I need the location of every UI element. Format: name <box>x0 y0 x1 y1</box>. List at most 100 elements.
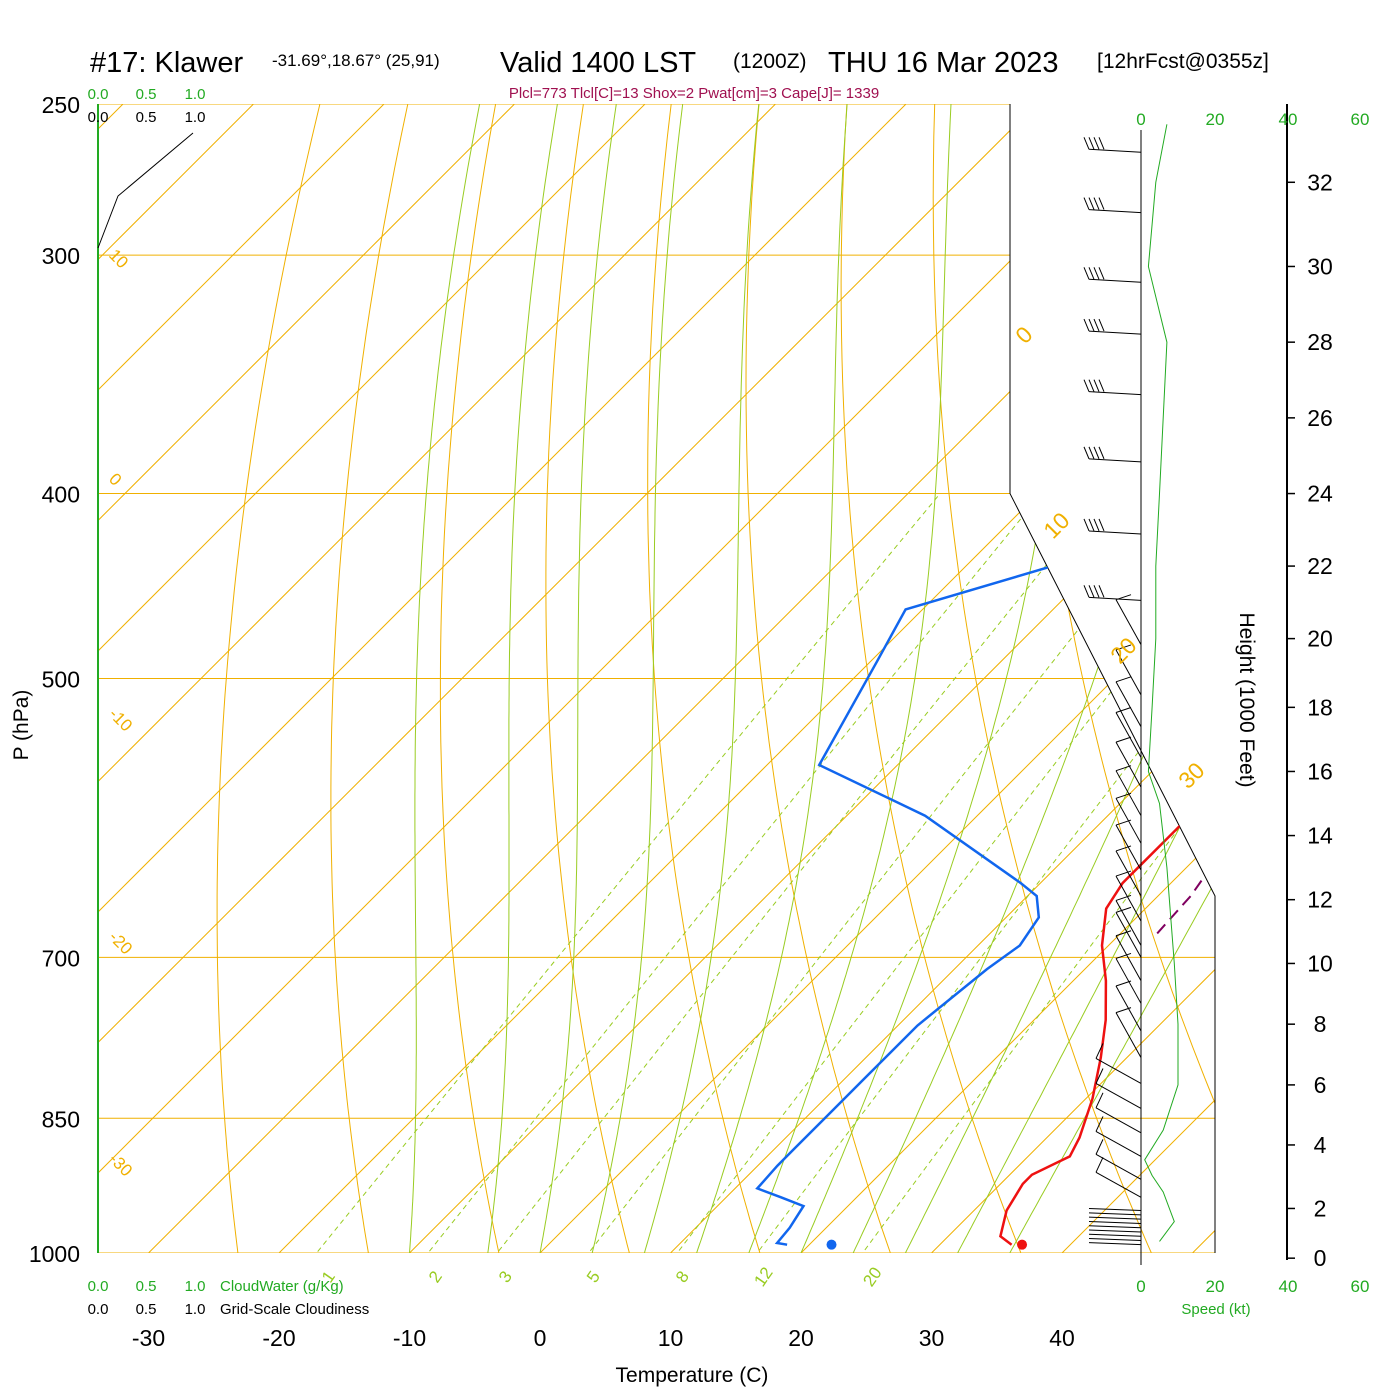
wind-barb-flag <box>1088 379 1095 392</box>
top-scale-green-2: 1.0 <box>185 86 206 103</box>
temp-tick-label: 40 <box>1049 1325 1075 1351</box>
wind-barb-staff <box>1115 681 1142 728</box>
wind-barb-flag <box>1088 137 1095 150</box>
temp-tick-label: 0 <box>534 1325 547 1351</box>
wind-barb <box>1115 930 1142 981</box>
wind-barb-staff <box>1115 599 1142 645</box>
isotherm-line <box>629 104 1215 1253</box>
speed-tick-top: 0 <box>1136 110 1145 129</box>
wind-barb-flag <box>1095 1068 1104 1084</box>
isotherm-line <box>98 104 810 1253</box>
station-title: #17: Klawer <box>90 47 243 79</box>
wind-barb-staff <box>1088 1216 1142 1220</box>
wind-barb-flag <box>1088 585 1095 598</box>
forecast-tag: [12hrFcst@0355z] <box>1097 50 1269 73</box>
wind-barb-flag <box>1115 894 1132 901</box>
isotherm-label-right: 10 <box>1038 507 1074 543</box>
wind-barb <box>1088 1237 1142 1241</box>
wind-barb-staff <box>1115 770 1142 816</box>
valid-time: Valid 1400 LST <box>500 47 696 79</box>
temp-tick-label: -30 <box>132 1325 165 1351</box>
wind-barb-staff <box>1115 824 1142 871</box>
height-tick-label: 28 <box>1307 329 1333 355</box>
wind-barb-staff <box>1115 1012 1142 1058</box>
bottom-scale-black-0: 0.0 <box>88 1301 109 1318</box>
bottom-scale-green-0: 0.0 <box>88 1278 109 1295</box>
moist-adiabat <box>531 104 622 1253</box>
wind-barb <box>1115 644 1142 696</box>
height-tick-label: 22 <box>1307 553 1333 579</box>
wind-barb <box>1083 379 1142 396</box>
isotherm-line <box>98 104 419 1253</box>
isotherm-line <box>98 104 680 1253</box>
height-tick-label: 18 <box>1307 694 1333 720</box>
wind-barb <box>1115 736 1142 788</box>
wind-barb-flag <box>1095 1092 1104 1109</box>
speed-axis-title: Speed (kt) <box>1181 1301 1250 1318</box>
isotherm-line <box>368 104 1215 1253</box>
temp-tick-label: 10 <box>658 1325 684 1351</box>
pressure-tick-label: 500 <box>42 667 80 693</box>
wind-barb-staff <box>1088 530 1142 535</box>
moist-adiabat <box>732 104 954 1253</box>
isotherm-line <box>1283 70 1400 1293</box>
wind-barb-staff <box>1095 1107 1142 1134</box>
wind-barb-staff <box>1095 1153 1142 1180</box>
wind-barb-staff <box>1115 912 1142 958</box>
pressure-tick-label: 850 <box>42 1106 80 1132</box>
dry-adiabat <box>1370 70 1400 1293</box>
wind-barb-staff <box>1088 1207 1142 1211</box>
wind-barb-staff <box>1088 1242 1142 1246</box>
wind-barb-staff <box>1095 1058 1142 1084</box>
moist-adiabat <box>632 104 763 1253</box>
height-tick-label: 20 <box>1307 626 1333 652</box>
mixing-ratio-label: 8 <box>672 1268 693 1287</box>
wind-barb-flag <box>1093 318 1100 332</box>
isotherm-line <box>98 104 1071 1253</box>
speed-tick-top: 40 <box>1279 110 1298 129</box>
isotherm-label-right: 0 <box>1010 321 1037 348</box>
wind-barb <box>1115 952 1142 1004</box>
wind-barb-flag <box>1093 585 1100 598</box>
mixing-ratio-line <box>395 493 1042 1253</box>
wind-barb-flag <box>1115 765 1132 772</box>
wind-barb-flag <box>1098 518 1105 532</box>
dry-adiabat <box>1021 104 1215 1253</box>
wind-barb <box>1095 1139 1142 1180</box>
top-scale-black-1: 0.5 <box>136 109 157 126</box>
isotherm-label: 0 <box>105 469 125 489</box>
speed-tick-bottom: 60 <box>1351 1277 1370 1296</box>
wind-barb-staff <box>1088 1229 1142 1233</box>
wind-barb <box>1088 1212 1142 1216</box>
mixing-ratio-line <box>645 493 1215 1253</box>
height-tick-label: 0 <box>1314 1245 1327 1271</box>
wind-barb-staff <box>1088 1225 1142 1229</box>
valid-date: THU 16 Mar 2023 <box>828 47 1059 79</box>
wind-barb-staff <box>1088 391 1142 396</box>
mixing-ratio-label: 3 <box>495 1268 516 1287</box>
wind-barb-flag <box>1083 318 1090 332</box>
height-tick-label: 14 <box>1307 823 1333 849</box>
wind-barb-flag <box>1095 1157 1104 1173</box>
wind-barb <box>1083 318 1142 335</box>
y-axis-title: P (hPa) <box>10 690 33 761</box>
wind-barb-staff <box>1115 935 1142 981</box>
wind-barb <box>1083 585 1142 601</box>
wind-barb-flag <box>1115 736 1132 743</box>
dry-adiabat <box>840 104 1038 1253</box>
mixing-ratio-line <box>464 493 1105 1253</box>
wind-barb <box>1088 1233 1142 1237</box>
mixing-ratio-label: 12 <box>750 1264 776 1290</box>
wind-barb <box>1088 1242 1142 1246</box>
moist-adiabat <box>935 104 1215 1253</box>
speed-tick-top: 20 <box>1206 110 1225 129</box>
background-lines <box>98 70 1400 1293</box>
height-axis-title: Height (1000 Feet) <box>1235 612 1258 787</box>
dry-adiabat <box>647 104 774 1253</box>
station-coords: -31.69°,18.67° (25,91) <box>272 51 440 70</box>
wind-barb-flag <box>1093 379 1100 392</box>
wind-barb-flag <box>1115 676 1132 683</box>
wind-barb-flag <box>1093 197 1100 210</box>
isotherm-line <box>1021 104 1215 1253</box>
